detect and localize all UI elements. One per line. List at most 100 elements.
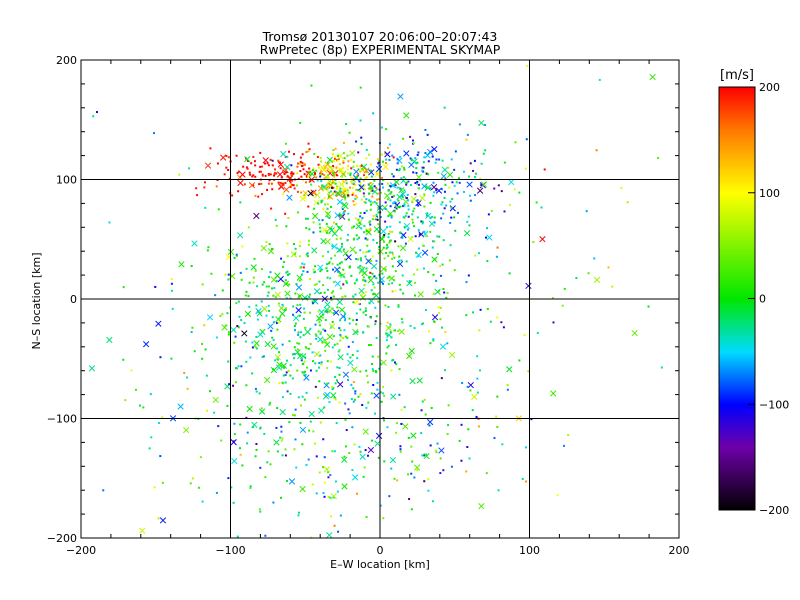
data-point bbox=[442, 212, 445, 215]
data-point bbox=[138, 404, 141, 407]
data-point bbox=[342, 180, 345, 183]
colorbar-band bbox=[719, 87, 755, 89]
data-point bbox=[368, 153, 371, 156]
data-point bbox=[358, 445, 361, 448]
data-point bbox=[435, 279, 438, 282]
data-point bbox=[359, 177, 362, 180]
data-point bbox=[275, 426, 278, 429]
data-point bbox=[443, 291, 446, 294]
colorbar-band bbox=[719, 308, 755, 310]
colorbar-band bbox=[719, 209, 755, 211]
data-point bbox=[380, 126, 383, 129]
colorbar-band bbox=[719, 125, 755, 127]
data-point bbox=[420, 409, 423, 412]
data-point bbox=[289, 181, 292, 184]
colorbar-band bbox=[719, 322, 755, 324]
data-point bbox=[298, 342, 301, 345]
data-point bbox=[264, 534, 267, 537]
data-point bbox=[286, 282, 289, 285]
data-point bbox=[474, 172, 477, 175]
data-point bbox=[450, 206, 453, 209]
colorbar-band bbox=[719, 390, 755, 392]
colorbar-band bbox=[719, 463, 755, 465]
data-point bbox=[362, 475, 365, 478]
data-point bbox=[480, 162, 483, 165]
data-point bbox=[271, 159, 274, 162]
colorbar-band bbox=[719, 186, 755, 188]
data-point-cross bbox=[365, 258, 372, 265]
colorbar-band bbox=[719, 216, 755, 218]
data-point bbox=[312, 191, 315, 194]
data-point-cross bbox=[377, 248, 384, 255]
data-point bbox=[296, 172, 299, 175]
colorbar-band bbox=[719, 147, 755, 149]
data-point bbox=[503, 210, 506, 213]
data-point bbox=[247, 159, 250, 162]
data-point bbox=[190, 265, 193, 268]
colorbar-band bbox=[719, 440, 755, 442]
data-point bbox=[451, 181, 454, 184]
colorbar-band bbox=[719, 135, 755, 137]
data-point bbox=[320, 170, 323, 173]
colorbar-band bbox=[719, 493, 755, 495]
data-point bbox=[261, 174, 264, 177]
data-point bbox=[328, 191, 331, 194]
data-point bbox=[232, 440, 235, 443]
data-point-cross bbox=[331, 243, 338, 250]
data-point bbox=[247, 226, 250, 229]
data-point bbox=[312, 221, 315, 224]
data-point bbox=[443, 196, 446, 199]
data-point bbox=[347, 172, 350, 175]
data-point bbox=[445, 204, 448, 207]
data-point bbox=[295, 466, 298, 469]
data-point bbox=[407, 208, 410, 211]
colorbar-band bbox=[719, 467, 755, 469]
data-point bbox=[280, 425, 283, 428]
data-point bbox=[393, 361, 396, 364]
data-point bbox=[206, 249, 209, 252]
data-point bbox=[293, 353, 296, 356]
data-point bbox=[318, 324, 321, 327]
data-point bbox=[353, 332, 356, 335]
colorbar-band bbox=[719, 108, 755, 110]
data-point bbox=[393, 477, 396, 480]
data-point-cross bbox=[421, 183, 428, 190]
data-point bbox=[408, 355, 411, 358]
data-point bbox=[371, 255, 374, 258]
data-point-cross bbox=[337, 354, 344, 361]
data-point bbox=[240, 278, 243, 281]
data-point bbox=[339, 333, 342, 336]
data-point bbox=[428, 424, 431, 427]
data-point bbox=[252, 276, 255, 279]
data-point bbox=[322, 328, 325, 331]
data-point bbox=[333, 450, 336, 453]
data-point bbox=[384, 201, 387, 204]
data-point bbox=[330, 170, 333, 173]
data-point-cross bbox=[525, 282, 532, 290]
data-point bbox=[231, 194, 234, 197]
colorbar-band bbox=[719, 370, 755, 372]
data-point-cross bbox=[353, 298, 361, 305]
colorbar-band bbox=[719, 446, 755, 448]
y-tick-label: 0 bbox=[70, 293, 77, 306]
colorbar-band bbox=[719, 287, 755, 289]
colorbar-band bbox=[719, 282, 755, 284]
data-point bbox=[357, 395, 360, 398]
data-point bbox=[355, 234, 358, 237]
data-point bbox=[315, 369, 318, 372]
data-point-cross bbox=[142, 341, 150, 348]
data-point bbox=[401, 196, 404, 199]
data-point bbox=[326, 207, 329, 210]
data-point bbox=[391, 282, 394, 285]
data-point bbox=[319, 156, 322, 159]
colorbar-band bbox=[719, 221, 755, 223]
data-point bbox=[355, 312, 358, 315]
data-point bbox=[335, 422, 338, 425]
data-point bbox=[260, 300, 263, 303]
data-point bbox=[383, 257, 386, 260]
colorbar-band bbox=[719, 132, 755, 134]
data-point bbox=[444, 331, 447, 334]
colorbar-band bbox=[719, 143, 755, 145]
colorbar-band bbox=[719, 410, 755, 412]
data-point bbox=[375, 277, 378, 280]
